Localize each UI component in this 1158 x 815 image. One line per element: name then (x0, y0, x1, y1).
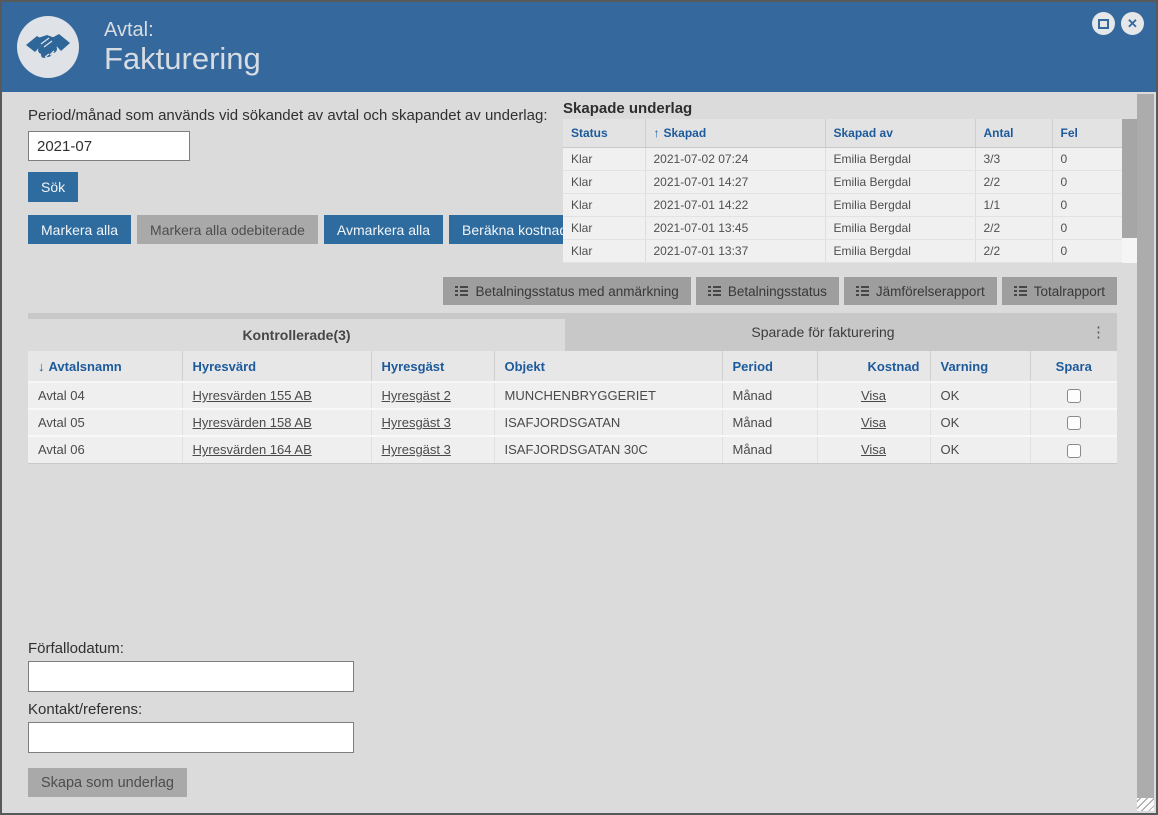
kontakt-referens-input[interactable] (28, 722, 354, 753)
period-label: Period/månad som används vid sökandet av… (28, 107, 548, 124)
hyresvard-link[interactable]: Hyresvärden 164 AB (192, 442, 312, 458)
report-buttons: Betalningsstatus med anmärkning Betalnin… (443, 277, 1117, 305)
skapade-scrollbar[interactable] (1122, 119, 1139, 263)
contracts-table: ↓ Avtalsnamn Hyresvärd Hyresgäst Objekt P… (28, 351, 1117, 464)
column-header-varning[interactable]: Varning (930, 351, 1031, 383)
hyresvard-link[interactable]: Hyresvärden 155 AB (192, 388, 312, 403)
tab-kontrollerade[interactable]: Kontrollerade(3) (28, 319, 565, 351)
column-header-skapad-av[interactable]: Skapad av (825, 119, 976, 148)
hyresgast-link[interactable]: Hyresgäst 3 (381, 415, 451, 430)
hyresvard-link[interactable]: Hyresvärden 158 AB (192, 415, 312, 430)
report-grid-icon (455, 285, 469, 296)
app-logo (17, 16, 79, 78)
table-row[interactable]: Klar 2021-07-01 14:27 Emilia Bergdal 2/2 0 (563, 170, 1122, 194)
table-row[interactable]: Klar 2021-07-01 13:37 Emilia Bergdal 2/2 0 (563, 239, 1122, 263)
totalrapport-button[interactable]: Totalrapport (1001, 277, 1117, 305)
selection-buttons: Markera alla Markera alla odebiterade Av… (28, 215, 593, 244)
varning-status: OK (930, 382, 1031, 410)
skapade-scrollbar-thumb[interactable] (1122, 119, 1139, 238)
skapade-header-row: Status ↑ Skapad Skapad av Antal Fel (563, 119, 1122, 148)
column-header-hyresgast[interactable]: Hyresgäst (371, 351, 495, 383)
forfallodatum-input[interactable] (28, 661, 354, 692)
column-header-avtalsnamn[interactable]: ↓ Avtalsnamn (28, 351, 183, 383)
jamforelserapport-button[interactable]: Jämförelserapport (843, 277, 997, 305)
table-row: Avtal 04 Hyresvärden 155 AB Hyresgäst 2 … (28, 382, 1117, 410)
maximize-icon (1098, 18, 1109, 29)
kebab-menu-icon: ⋮ (1091, 324, 1106, 341)
markera-alla-button[interactable]: Markera alla (28, 215, 132, 244)
underlag-form: Förfallodatum: Kontakt/referens: Skapa s… (28, 640, 358, 797)
skapade-underlag-title: Skapade underlag (563, 100, 693, 117)
visa-kostnad-link[interactable]: Visa (860, 388, 887, 403)
close-button[interactable]: ✕ (1121, 12, 1144, 35)
handshake-icon (26, 34, 70, 58)
maximize-button[interactable] (1092, 12, 1115, 35)
report-grid-icon (707, 285, 721, 296)
varning-status: OK (930, 409, 1031, 437)
sok-button[interactable]: Sök (28, 172, 79, 202)
app-title-line2: Fakturering (104, 41, 261, 76)
betalningsstatus-med-anmarkning-button[interactable]: Betalningsstatus med anmärkning (443, 277, 691, 305)
app-title-line1: Avtal: (104, 19, 154, 41)
column-header-fel[interactable]: Fel (1052, 119, 1122, 148)
hyresgast-link[interactable]: Hyresgäst 3 (381, 442, 451, 458)
column-header-antal[interactable]: Antal (975, 119, 1053, 148)
window-vertical-scrollbar[interactable] (1137, 94, 1154, 811)
varning-status: OK (930, 436, 1031, 464)
contracts-header-row: ↓ Avtalsnamn Hyresvärd Hyresgäst Objekt P… (28, 351, 1117, 383)
column-header-status[interactable]: Status (563, 119, 646, 148)
sort-asc-icon: ↑ (653, 125, 660, 140)
sort-desc-icon: ↓ (38, 358, 45, 374)
tab-bar: Kontrollerade(3) Sparade för fakturering… (28, 313, 1117, 351)
table-row: Avtal 06 Hyresvärden 164 AB Hyresgäst 3 … (28, 436, 1117, 464)
app-title: Avtal: Fakturering (104, 18, 261, 76)
visa-kostnad-link[interactable]: Visa (860, 442, 887, 458)
betalningsstatus-button[interactable]: Betalningsstatus (695, 277, 839, 305)
column-header-hyresvard[interactable]: Hyresvärd (182, 351, 372, 383)
avmarkera-alla-button[interactable]: Avmarkera alla (323, 215, 444, 244)
table-row[interactable]: Klar 2021-07-01 14:22 Emilia Bergdal 1/1 0 (563, 193, 1122, 217)
report-grid-icon (1013, 285, 1027, 296)
report-grid-icon (855, 285, 869, 296)
table-row: Avtal 05 Hyresvärden 158 AB Hyresgäst 3 … (28, 409, 1117, 437)
spara-checkbox[interactable] (1066, 416, 1081, 431)
column-header-objekt[interactable]: Objekt (494, 351, 723, 383)
spara-checkbox[interactable] (1066, 389, 1081, 404)
window-controls: ✕ (1092, 12, 1144, 35)
period-input[interactable] (28, 131, 190, 161)
column-header-kostnad[interactable]: Kostnad (817, 351, 931, 383)
titlebar: Avtal: Fakturering ✕ (2, 2, 1156, 92)
tab-sparade-for-fakturering[interactable]: Sparade för fakturering (751, 324, 895, 340)
skapa-som-underlag-button[interactable]: Skapa som underlag (28, 768, 187, 797)
table-row[interactable]: Klar 2021-07-01 13:45 Emilia Bergdal 2/2 0 (563, 216, 1122, 240)
column-header-skapad[interactable]: ↑ Skapad (645, 119, 826, 148)
forfallodatum-label: Förfallodatum: (28, 640, 124, 657)
hyresgast-link[interactable]: Hyresgäst 2 (381, 388, 451, 403)
spara-checkbox[interactable] (1066, 443, 1081, 458)
kontakt-referens-label: Kontakt/referens: (28, 701, 143, 718)
close-icon: ✕ (1127, 15, 1138, 31)
column-header-spara[interactable]: Spara (1030, 351, 1117, 383)
column-header-period[interactable]: Period (722, 351, 818, 383)
main-content: Period/månad som används vid sökandet av… (2, 92, 1156, 813)
markera-alla-odebiterade-button[interactable]: Markera alla odebiterade (137, 215, 318, 244)
tab-menu-button[interactable]: ⋮ (1080, 313, 1117, 351)
visa-kostnad-link[interactable]: Visa (860, 415, 887, 430)
skapade-underlag-table: Status ↑ Skapad Skapad av Antal Fel Klar 2… (563, 119, 1139, 263)
table-row[interactable]: Klar 2021-07-02 07:24 Emilia Bergdal 3/3 0 (563, 147, 1122, 171)
resize-grip[interactable] (1137, 798, 1154, 811)
